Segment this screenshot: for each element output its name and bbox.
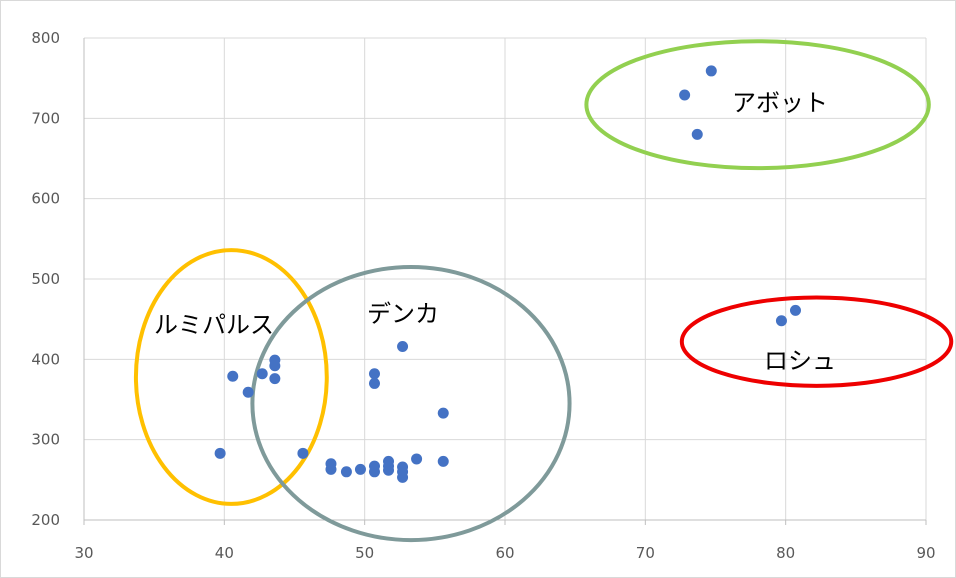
x-tick-label: 50	[355, 544, 374, 562]
x-tick-label: 40	[215, 544, 234, 562]
data-point	[679, 89, 691, 101]
data-point	[437, 455, 449, 467]
data-point	[789, 304, 801, 316]
x-tick-label: 90	[916, 544, 935, 562]
data-point	[214, 447, 226, 459]
group-label: ルミパルス	[154, 311, 274, 339]
group-ellipse	[133, 248, 329, 506]
data-point	[775, 315, 787, 327]
data-point	[242, 386, 254, 398]
y-tick-label: 800	[31, 29, 60, 47]
data-point	[397, 340, 409, 352]
data-point	[691, 128, 703, 140]
y-tick-label: 200	[31, 511, 60, 529]
group-label: ロシュ	[764, 347, 836, 375]
data-point	[227, 370, 239, 382]
x-tick-label: 60	[495, 544, 514, 562]
data-point	[354, 463, 366, 475]
x-tick-label: 70	[636, 544, 655, 562]
data-point	[297, 447, 309, 459]
y-tick-label: 400	[31, 350, 60, 368]
data-point	[325, 463, 337, 475]
data-point	[368, 466, 380, 478]
data-point	[383, 464, 395, 476]
data-point	[340, 466, 352, 478]
x-tick-label: 30	[74, 544, 93, 562]
group-label: アボット	[732, 89, 828, 117]
y-tick-label: 700	[31, 109, 60, 127]
data-point	[256, 368, 268, 380]
data-point	[368, 368, 380, 380]
x-tick-label: 80	[776, 544, 795, 562]
group-ellipse	[584, 39, 931, 171]
group-label: デンカ	[367, 300, 439, 328]
data-point	[269, 373, 281, 385]
y-tick-label: 500	[31, 270, 60, 288]
data-point	[411, 453, 423, 465]
y-tick-label: 600	[31, 190, 60, 208]
y-tick-label: 300	[31, 431, 60, 449]
data-point	[269, 360, 281, 372]
group-ellipse	[250, 264, 572, 543]
data-point	[437, 407, 449, 419]
data-point	[368, 377, 380, 389]
data-point	[397, 471, 409, 483]
group-ellipse	[679, 295, 954, 388]
data-point	[705, 65, 717, 77]
